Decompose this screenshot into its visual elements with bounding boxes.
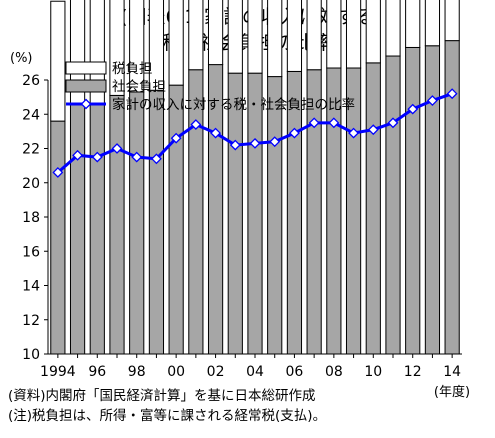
tax-burden-bar-2000 xyxy=(168,0,184,86)
tax-burden-bar-1994 xyxy=(50,0,66,122)
ratio-point-2005 xyxy=(269,136,281,148)
social-burden-bar-1995 xyxy=(69,103,86,355)
legend-ratio-marker xyxy=(80,98,92,110)
ratio-point-2002 xyxy=(210,127,221,139)
ratio-point-2011 xyxy=(387,117,399,129)
tax-burden-bar-2011 xyxy=(385,0,401,57)
social-burden-bar-2003 xyxy=(227,72,243,355)
tax-burden-bar-2013 xyxy=(424,0,441,47)
tax-burden-bar-2009 xyxy=(345,0,362,69)
legend-ratio-label: 家計の収入に対する税・社会負担の比率 xyxy=(112,96,355,113)
ratio-point-2001 xyxy=(190,119,202,130)
x-tick-label: 04 xyxy=(246,364,264,380)
ratio-point-2006 xyxy=(289,127,300,139)
social-burden-bar-2006 xyxy=(286,70,303,355)
social-burden-bar-2004 xyxy=(247,72,263,355)
social-burden-bar-2010 xyxy=(365,62,381,355)
y-tick-label: 24 xyxy=(22,107,40,123)
x-axis-unit: (年度) xyxy=(434,384,470,400)
ratio-point-2000 xyxy=(170,132,182,144)
social-burden-bar-1996 xyxy=(89,103,105,355)
tax-burden-bar-2014 xyxy=(444,0,460,42)
tax-burden-bar-2002 xyxy=(207,0,224,66)
y-tick-label: 18 xyxy=(22,210,40,226)
social-burden-bar-2005 xyxy=(267,76,283,355)
social-burden-bar-1999 xyxy=(148,89,165,355)
source-note: (資料)内閣府「国民経済計算」を基に日本総研作成 xyxy=(8,388,316,404)
tax-burden-bar-2006 xyxy=(286,0,303,72)
footnote: (注)税負担は、所得・富等に課される経常税(支払)。 xyxy=(8,408,327,424)
ratio-point-1994 xyxy=(52,167,64,178)
x-tick-label: 96 xyxy=(88,364,106,380)
ratio-point-2003 xyxy=(229,139,241,151)
ratio-point-1999 xyxy=(151,153,162,165)
social-burden-bar-1998 xyxy=(129,91,145,355)
social-burden-bar-2014 xyxy=(444,40,460,355)
y-tick-label: 16 xyxy=(22,244,40,260)
x-tick-label: 98 xyxy=(128,364,146,380)
x-tick-label: 02 xyxy=(207,364,225,380)
ratio-point-2004 xyxy=(249,137,261,149)
social-burden-bar-2013 xyxy=(424,45,441,355)
ratio-point-1997 xyxy=(111,143,123,154)
social-burden-bar-1997 xyxy=(109,94,125,355)
ratio-point-1998 xyxy=(131,151,143,163)
ratio-point-2010 xyxy=(367,124,379,136)
y-tick-label: 12 xyxy=(22,313,40,329)
tax-burden-bar-2008 xyxy=(326,0,342,69)
tax-burden-bar-2007 xyxy=(306,0,322,71)
ratio-point-2009 xyxy=(348,127,359,139)
tax-burden-bar-2004 xyxy=(247,0,263,74)
tax-burden-bar-2005 xyxy=(267,0,283,78)
ratio-point-1996 xyxy=(91,151,103,163)
x-tick-label: 08 xyxy=(325,364,343,380)
y-tick-label: 10 xyxy=(22,347,40,363)
x-tick-label: 06 xyxy=(286,364,304,380)
social-burden-bar-2012 xyxy=(405,46,421,355)
ratio-point-2012 xyxy=(407,103,419,115)
social-burden-bar-2011 xyxy=(385,55,401,355)
ratio-point-2013 xyxy=(427,95,438,106)
social-burden-bar-2000 xyxy=(168,84,184,355)
ratio-point-1995 xyxy=(72,149,83,161)
tax-burden-bar-2001 xyxy=(188,0,204,71)
x-tick-label: 12 xyxy=(404,364,422,380)
x-tick-label: 00 xyxy=(167,364,185,380)
tax-burden-bar-2012 xyxy=(405,0,421,48)
y-tick-label: 14 xyxy=(22,279,40,295)
social-burden-bar-1994 xyxy=(50,120,66,355)
y-tick-label: 20 xyxy=(22,176,40,192)
legend-tax-burden-swatch xyxy=(65,61,107,75)
tax-burden-bar-1998 xyxy=(129,0,145,93)
y-tick-label: 26 xyxy=(22,73,40,89)
legend-social-burden-label: 社会負担 xyxy=(112,79,166,95)
legend-tax-burden-label: 税負担 xyxy=(112,61,153,77)
tax-burden-bar-1997 xyxy=(109,0,125,96)
tax-burden-bar-2003 xyxy=(227,0,243,74)
ratio-point-2007 xyxy=(308,117,320,129)
y-axis-unit: (%) xyxy=(10,51,33,66)
tax-burden-bar-1999 xyxy=(148,0,165,91)
ratio-point-2008 xyxy=(328,117,340,129)
tax-burden-bar-2010 xyxy=(365,0,381,64)
ratio-point-2014 xyxy=(446,88,458,100)
x-tick-label: 10 xyxy=(364,364,382,380)
y-tick-label: 22 xyxy=(22,142,40,158)
x-tick-label: 1994 xyxy=(40,364,76,380)
x-tick-label: 14 xyxy=(443,364,461,380)
legend-social-burden-swatch xyxy=(65,79,107,93)
